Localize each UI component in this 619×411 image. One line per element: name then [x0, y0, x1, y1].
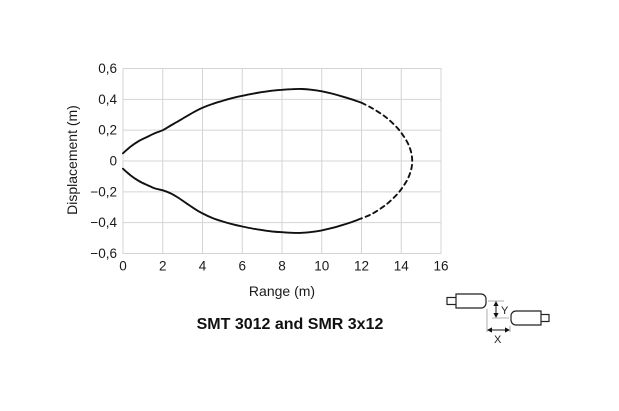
x-tick-label: 4 — [199, 259, 207, 274]
detection-zone-tip-dashed — [360, 101, 414, 220]
x-offset-label: X — [494, 334, 502, 346]
detection-zone-curve — [122, 88, 414, 234]
tick-labels: 0 2 4 6 8 10 12 14 16 0,6 0,4 0,2 0 −0,2 −0,4 −0,6 — [90, 61, 448, 274]
y-tick-label: −0,4 — [90, 215, 117, 230]
x-tick-label: 6 — [238, 259, 246, 274]
x-tick-label: 2 — [159, 259, 167, 274]
detection-zone-upper-solid — [122, 88, 363, 155]
x-tick-label: 8 — [278, 259, 286, 274]
sensor-pair-icon: Y X — [446, 293, 550, 346]
transmitter-icon — [446, 293, 487, 309]
y-axis-title: Displacement (m) — [64, 105, 80, 215]
x-tick-label: 16 — [433, 259, 448, 274]
y-tick-label: −0,2 — [90, 184, 117, 199]
y-tick-label: 0,6 — [98, 61, 117, 76]
y-offset-arrow — [493, 301, 499, 318]
x-tick-label: 12 — [354, 259, 369, 274]
receiver-icon — [510, 310, 550, 326]
x-axis-title: Range (m) — [248, 283, 316, 299]
detection-zone-lower-solid — [122, 167, 363, 234]
gridlines — [122, 68, 442, 254]
x-tick-label: 14 — [394, 259, 410, 274]
y-offset-label: Y — [501, 305, 509, 317]
x-offset-arrow — [487, 327, 510, 333]
x-tick-label: 10 — [314, 259, 329, 274]
y-tick-label: 0,2 — [98, 123, 117, 138]
y-tick-label: 0,4 — [98, 92, 117, 107]
y-tick-label: 0 — [109, 154, 117, 169]
plot-border — [122, 68, 442, 254]
figure-caption: SMT 3012 and SMR 3x12 — [196, 316, 384, 333]
y-tick-label: −0,6 — [90, 246, 117, 261]
x-tick-label: 0 — [119, 259, 127, 274]
